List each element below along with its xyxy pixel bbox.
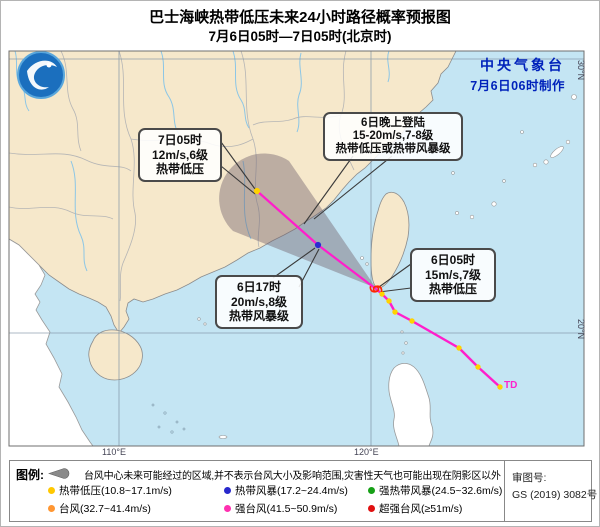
agency-watermark: 中央气象台 7月6日06时制作 [470, 55, 565, 94]
legend-dot [48, 505, 55, 512]
small-islands [197, 94, 577, 439]
lat-label-20n: 20°N [576, 319, 586, 340]
legend-dot [224, 487, 231, 494]
hainan-island [88, 329, 143, 381]
callout-current-position: 6日05时 15m/s,7级 热带低压 [410, 248, 496, 302]
callout-forecast-24h: 7日05时 12m/s,6级 热带低压 [138, 128, 222, 182]
callout-line: 15m/s,7级 [424, 267, 482, 282]
legend-dot [368, 505, 375, 512]
legend-item-label: 热带低压(10.8~17.1m/s) [59, 485, 172, 497]
agency-issue-time: 7月6日06时制作 [470, 79, 565, 93]
legend-item-label: 超强台风(≥51m/s) [379, 503, 463, 515]
callout-line: 20m/s,8级 [230, 294, 288, 309]
luzon-island [388, 362, 434, 446]
legend-item: 强热带风暴(24.5~32.6m/s) [368, 483, 502, 498]
vietnam-land [9, 238, 94, 446]
lon-label-110e: 110°E [102, 447, 126, 457]
callout-line: 热带低压或热带风暴级 [335, 143, 451, 155]
legend-item: 台风(32.7~41.4m/s) [48, 501, 151, 516]
legend-item-label: 强热带风暴(24.5~32.6m/s) [379, 485, 503, 497]
callout-line: 6日17时 [236, 280, 282, 294]
page-title: 巴士海峡热带低压未来24小时路径概率预报图 [149, 9, 451, 26]
legend-divider [504, 461, 505, 521]
typhoon-symbol-icon [369, 285, 383, 293]
lat-label-30n: 30°N [576, 60, 586, 81]
legend-dot [224, 505, 231, 512]
callout-forecast-12h: 6日17时 20m/s,8级 热带风暴级 [215, 275, 303, 329]
callout-line: 热带低压 [428, 282, 477, 296]
legend-item: 超强台风(≥51m/s) [368, 501, 462, 516]
legend-item: 热带风暴(17.2~24.4m/s) [224, 483, 348, 498]
legend-item: 强台风(41.5~50.9m/s) [224, 501, 337, 516]
legend-item: 热带低压(10.8~17.1m/s) [48, 483, 172, 498]
legend-item-label: 强台风(41.5~50.9m/s) [235, 503, 338, 515]
callout-leader-lines [220, 141, 412, 293]
approval-label: 审图号: [512, 472, 547, 484]
agency-name: 中央气象台 [480, 57, 565, 73]
callout-landfall: 6日晚上登陆 15-20m/s,7-8级 热带低压或热带风暴级 [323, 112, 463, 161]
callout-line: 15-20m/s,7-8级 [352, 130, 434, 142]
cma-logo-icon [17, 51, 65, 99]
callout-line: 6日晚上登陆 [361, 117, 425, 129]
legend-item-label: 台风(32.7~41.4m/s) [59, 503, 151, 515]
callout-line: 7日05时 [157, 133, 203, 147]
map-frame [8, 50, 585, 447]
legend-title: 图例: [16, 468, 44, 482]
legend-item-label: 热带风暴(17.2~24.4m/s) [235, 485, 348, 497]
legend-dot [368, 487, 375, 494]
page-subtitle: 7月6日05时—7日05时(北京时) [208, 29, 392, 44]
legend-cone-note: 台风中心未来可能经过的区域,并不表示台风大小及影响范围,灾害性天气也可能出现在阴… [84, 471, 501, 482]
legend-dot [48, 487, 55, 494]
callout-line: 热带风暴级 [228, 309, 289, 323]
approval-block: 审图号: GS (2019) 3082号 [512, 470, 597, 504]
callout-line: 6日05时 [430, 253, 476, 267]
forecast-cone-icon [48, 468, 70, 479]
lon-label-120e: 120°E [354, 447, 379, 457]
forecast-cone [219, 153, 376, 288]
taiwan-island [370, 191, 410, 289]
reef-dots [151, 403, 186, 434]
storm-track [253, 187, 503, 390]
callout-line: 12m/s,6级 [151, 147, 209, 162]
approval-number: GS (2019) 3082号 [512, 489, 598, 501]
legend: 图例: 台风中心未来可能经过的区域,并不表示台风大小及影响范围,灾害性天气也可能… [9, 460, 597, 522]
track-start-label: TD [504, 380, 518, 391]
callout-line: 热带低压 [155, 162, 204, 176]
